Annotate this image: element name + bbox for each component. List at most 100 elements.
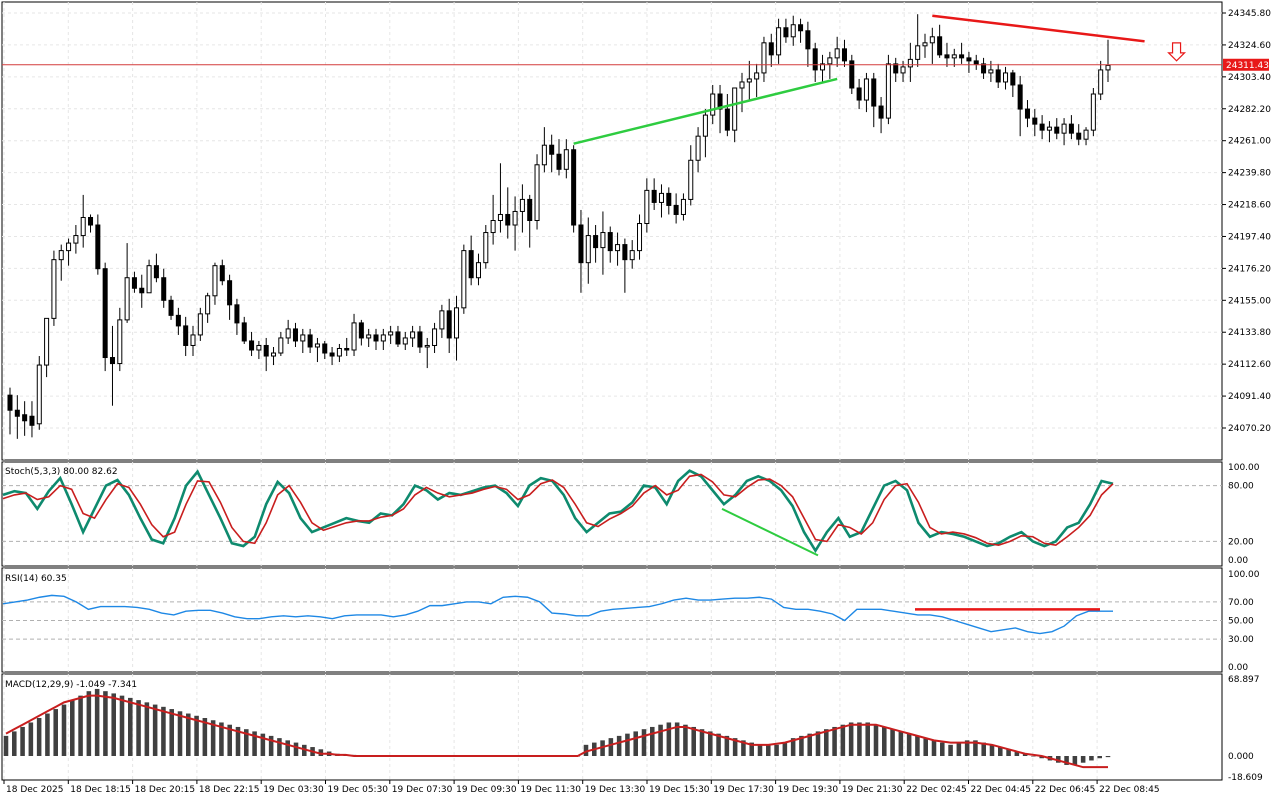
candle[interactable] [534,164,540,222]
candle[interactable] [732,87,738,131]
candle[interactable] [190,334,196,346]
candle[interactable] [102,268,108,359]
candle[interactable] [922,42,928,47]
candle[interactable] [227,280,233,306]
candle[interactable] [366,334,372,339]
candle[interactable] [600,232,606,249]
candle[interactable] [512,210,518,226]
candle[interactable] [615,244,621,252]
candle[interactable] [768,42,774,56]
candle[interactable] [702,114,708,137]
candle[interactable] [44,317,50,366]
candle[interactable] [761,42,767,74]
candle[interactable] [424,344,430,348]
candle[interactable] [395,331,401,345]
candle[interactable] [490,220,496,234]
candle[interactable] [1024,108,1030,119]
candle[interactable] [402,337,408,345]
candle[interactable] [820,63,826,71]
candle[interactable] [454,307,460,339]
candle[interactable] [622,244,628,261]
candle[interactable] [88,216,94,226]
candle[interactable] [205,295,211,315]
candle[interactable] [754,72,760,80]
candle[interactable] [475,262,481,279]
candle[interactable] [7,394,13,411]
candle[interactable] [651,189,657,203]
candle[interactable] [746,78,752,83]
candle[interactable] [578,224,584,264]
candle[interactable] [607,232,613,252]
candle[interactable] [497,213,503,221]
candle[interactable] [981,63,987,74]
candle[interactable] [563,149,569,170]
macd-panel[interactable] [3,688,1111,769]
candle[interactable] [329,352,335,357]
candle[interactable] [1017,84,1023,110]
candle[interactable] [893,63,899,74]
candle[interactable] [380,334,386,342]
candle[interactable] [131,277,137,289]
candle[interactable] [505,213,511,226]
candle[interactable] [871,78,877,107]
candle[interactable] [739,81,745,89]
candle[interactable] [117,319,123,365]
price-panel[interactable] [2,12,1222,439]
candle[interactable] [351,322,357,351]
candle[interactable] [1083,129,1089,140]
candle[interactable] [629,250,635,261]
candle[interactable] [1105,64,1111,71]
candle[interactable] [798,24,804,32]
candle[interactable] [358,322,364,339]
candle[interactable] [527,198,533,221]
stochastic-panel[interactable] [2,469,1222,557]
candle[interactable] [827,57,833,65]
candle[interactable] [1046,126,1052,131]
candle[interactable] [585,235,591,264]
candle[interactable] [1054,126,1060,134]
candle[interactable] [929,36,935,44]
candle[interactable] [175,314,181,327]
candle[interactable] [724,108,730,131]
trend-line[interactable] [573,77,838,145]
candle[interactable] [549,144,555,155]
candle[interactable] [688,159,694,200]
candle[interactable] [556,153,562,170]
candle[interactable] [14,409,20,417]
trend-line[interactable] [932,14,1145,43]
candle[interactable] [212,265,218,297]
candle[interactable] [571,149,577,226]
candle[interactable] [234,304,240,324]
candle[interactable] [710,93,716,116]
candle[interactable] [1098,69,1104,95]
candle[interactable] [73,235,79,244]
candle[interactable] [263,344,269,357]
candle[interactable] [1061,123,1067,134]
candle[interactable] [849,60,855,89]
candle[interactable] [300,334,306,342]
candle[interactable] [468,250,474,279]
candle[interactable] [812,48,818,71]
candle[interactable] [322,343,328,354]
candle[interactable] [278,337,284,354]
candle[interactable] [944,54,950,59]
candle[interactable] [1068,123,1074,134]
candle[interactable] [1010,72,1016,86]
candle[interactable] [51,259,57,319]
candle[interactable] [439,310,445,330]
candle[interactable] [256,344,262,351]
candle[interactable] [1076,132,1082,140]
candle[interactable] [66,242,72,252]
candle[interactable] [951,54,957,59]
candle[interactable] [937,36,943,56]
candle[interactable] [1003,72,1009,83]
candle[interactable] [717,93,723,110]
candle[interactable] [139,287,145,294]
candle[interactable] [907,58,913,68]
candle[interactable] [146,265,152,294]
candle[interactable] [658,192,664,203]
candle[interactable] [410,331,416,339]
candle[interactable] [1039,123,1045,131]
candle[interactable] [336,347,342,357]
